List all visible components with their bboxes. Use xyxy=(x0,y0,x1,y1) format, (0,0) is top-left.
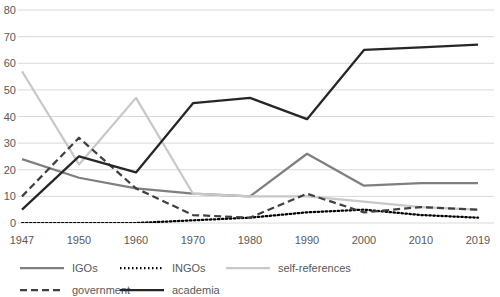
grid-line xyxy=(18,143,494,144)
legend-label: academia xyxy=(172,284,221,296)
grid-line xyxy=(18,36,494,37)
y-tick-label: 80 xyxy=(4,4,16,16)
series-line xyxy=(22,71,478,209)
legend-label: self-references xyxy=(278,262,351,274)
series-line xyxy=(22,45,478,210)
x-tick-label: 1960 xyxy=(124,234,148,246)
x-tick-label: 1980 xyxy=(238,234,262,246)
grid-line xyxy=(18,63,494,64)
series-line xyxy=(22,138,478,218)
legend-label: IGOs xyxy=(72,262,98,274)
x-tick-label: 2019 xyxy=(466,234,490,246)
y-tick-label: 30 xyxy=(4,137,16,149)
grid-line xyxy=(18,169,494,170)
y-tick-label: 20 xyxy=(4,164,16,176)
y-tick-label: 10 xyxy=(4,190,16,202)
x-tick-label: 2000 xyxy=(352,234,376,246)
y-tick-label: 70 xyxy=(4,31,16,43)
x-tick-label: 1970 xyxy=(181,234,205,246)
legend-swatch xyxy=(120,267,164,269)
grid-line xyxy=(18,10,494,11)
x-tick-label: 1950 xyxy=(67,234,91,246)
series-line xyxy=(22,210,478,223)
legend-swatch xyxy=(20,289,64,291)
x-tick-label: 2010 xyxy=(409,234,433,246)
legend-swatch xyxy=(20,267,64,269)
x-tick-label: 1990 xyxy=(295,234,319,246)
plot-area xyxy=(22,45,478,223)
legend-swatch xyxy=(226,267,270,269)
y-tick-label: 0 xyxy=(10,217,16,229)
y-tick-label: 50 xyxy=(4,84,16,96)
chart: 0 10 20 30 40 50 60 70 80 1947 1950 1960 1970 1980 199… xyxy=(0,0,500,297)
y-tick-label: 60 xyxy=(4,57,16,69)
grid-line xyxy=(18,89,494,90)
x-tick-label: 1947 xyxy=(10,234,34,246)
legend-swatch xyxy=(120,289,164,291)
legend-label: INGOs xyxy=(172,262,206,274)
grid-line xyxy=(18,116,494,117)
y-tick-label: 40 xyxy=(4,111,16,123)
legend: IGOsINGOsself-referencesgovernmentacadem… xyxy=(20,262,351,296)
